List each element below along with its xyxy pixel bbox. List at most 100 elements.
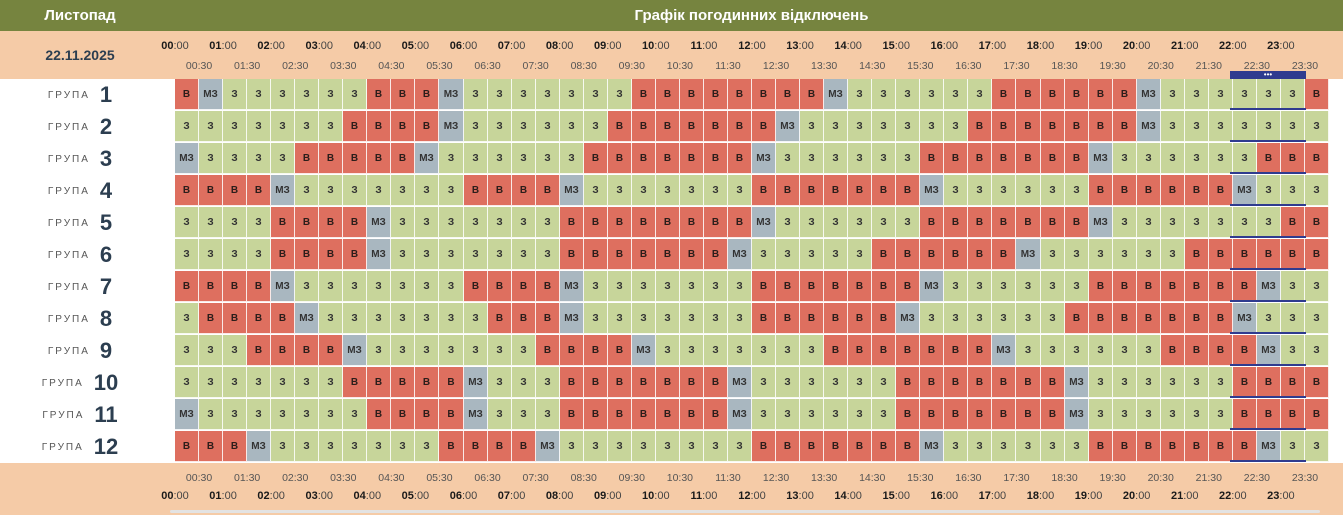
schedule-cell: З: [920, 111, 944, 142]
schedule-cell: МЗ: [824, 79, 848, 110]
schedule-cell: МЗ: [896, 303, 920, 334]
schedule-cell: З: [800, 399, 824, 430]
schedule-cell: МЗ: [728, 367, 752, 398]
schedule-cell: В: [1257, 143, 1281, 174]
hour-label: 07:00: [497, 40, 526, 52]
group-label: ГРУПА 12: [0, 431, 160, 464]
schedule-cell: З: [848, 399, 872, 430]
schedule-cell: З: [1185, 399, 1209, 430]
half-hour-label: 18:30: [1051, 472, 1078, 484]
schedule-cell: В: [1089, 175, 1113, 206]
schedule-cell: З: [1137, 367, 1161, 398]
schedule-cell: З: [704, 431, 728, 462]
schedule-cell: З: [488, 207, 512, 238]
schedule-cell: З: [271, 143, 295, 174]
schedule-cell: З: [1016, 175, 1041, 206]
schedule-cell: З: [656, 335, 680, 366]
schedule-cell: З: [1281, 175, 1305, 206]
schedule-cell: В: [536, 271, 560, 302]
schedule-cell: З: [415, 431, 439, 462]
schedule-cell: З: [223, 367, 247, 398]
schedule-cell: З: [415, 335, 439, 366]
schedule-cell: МЗ: [1089, 143, 1113, 174]
schedule-cell: З: [1161, 111, 1185, 142]
schedule-cell: В: [560, 207, 584, 238]
schedule-cell: З: [175, 303, 199, 334]
schedule-cell: В: [223, 271, 247, 302]
schedule-cell: В: [848, 303, 872, 334]
schedule-cell: В: [896, 367, 920, 398]
hour-label: 03:00: [305, 40, 334, 52]
schedule-cell: З: [632, 271, 656, 302]
hour-label: 03:00: [305, 490, 334, 502]
schedule-cell: З: [439, 271, 464, 302]
schedule-cell: З: [824, 143, 848, 174]
schedule-cell: З: [367, 335, 391, 366]
group-word: ГРУПА: [47, 313, 90, 325]
schedule-cell: В: [1233, 367, 1257, 398]
group-word: ГРУПА: [47, 89, 90, 101]
schedule-cell: З: [632, 303, 656, 334]
schedule-cell: З: [512, 143, 536, 174]
schedule-cell: В: [1161, 303, 1185, 334]
schedule-cell: З: [391, 175, 415, 206]
schedule-cell: В: [560, 399, 584, 430]
schedule-cell: З: [1041, 335, 1065, 366]
schedule-cell: В: [1233, 431, 1257, 462]
schedule-cell: В: [247, 303, 271, 334]
schedule-cell: МЗ: [728, 399, 752, 430]
schedule-cell: В: [680, 79, 704, 110]
schedule-cell: З: [704, 271, 728, 302]
schedule-cell: З: [824, 399, 848, 430]
horizontal-scrollbar[interactable]: [170, 510, 1320, 513]
current-time-row-line: [1230, 140, 1306, 142]
schedule-cell: З: [1113, 239, 1137, 270]
schedule-cell: З: [439, 175, 464, 206]
schedule-cell: З: [1233, 111, 1257, 142]
schedule-cell: З: [944, 431, 968, 462]
schedule-cell: З: [1185, 111, 1209, 142]
schedule-cell: З: [680, 431, 704, 462]
schedule-cell: В: [560, 367, 584, 398]
half-hour-label: 09:30: [618, 472, 645, 484]
schedule-cell: З: [1209, 79, 1233, 110]
schedule-cell: В: [704, 367, 728, 398]
current-time-row-line: [1230, 460, 1306, 462]
half-hour-label: 17:30: [1003, 472, 1030, 484]
schedule-cell: З: [464, 143, 488, 174]
half-hour-label: 08:30: [570, 60, 597, 72]
schedule-cell: В: [271, 239, 295, 270]
hour-label: 20:00: [1122, 490, 1151, 502]
schedule-cell: В: [1041, 79, 1065, 110]
half-hour-label: 14:30: [859, 60, 886, 72]
schedule-cell: В: [1041, 143, 1065, 174]
hour-label: 23:00: [1267, 490, 1295, 502]
group-word: ГРУПА: [47, 217, 90, 229]
schedule-cell: З: [944, 271, 968, 302]
schedule-cell: З: [968, 431, 992, 462]
schedule-cell: В: [800, 271, 824, 302]
group-label: ГРУПА 1: [0, 79, 160, 112]
schedule-cell: З: [1113, 143, 1137, 174]
schedule-cell: В: [343, 111, 367, 142]
schedule-cell: З: [848, 367, 872, 398]
schedule-cell: МЗ: [415, 143, 439, 174]
schedule-cell: З: [1041, 239, 1065, 270]
schedule-cell: В: [488, 271, 512, 302]
schedule-cell: В: [968, 207, 992, 238]
schedule-cell: З: [920, 79, 944, 110]
schedule-cell: В: [608, 111, 632, 142]
schedule-cell: З: [319, 271, 343, 302]
schedule-cell: З: [1065, 175, 1089, 206]
schedule-cell: З: [608, 303, 632, 334]
schedule-cell: В: [512, 271, 536, 302]
schedule-cell: В: [656, 143, 680, 174]
schedule-cell: З: [584, 175, 608, 206]
schedule-cell: З: [199, 111, 223, 142]
schedule-cell: З: [343, 79, 367, 110]
schedule-cell: З: [1065, 335, 1089, 366]
schedule-cell: МЗ: [992, 335, 1016, 366]
schedule-cell: З: [1137, 335, 1161, 366]
hour-label: 05:00: [401, 40, 430, 52]
current-time-row-line: [1230, 396, 1306, 398]
